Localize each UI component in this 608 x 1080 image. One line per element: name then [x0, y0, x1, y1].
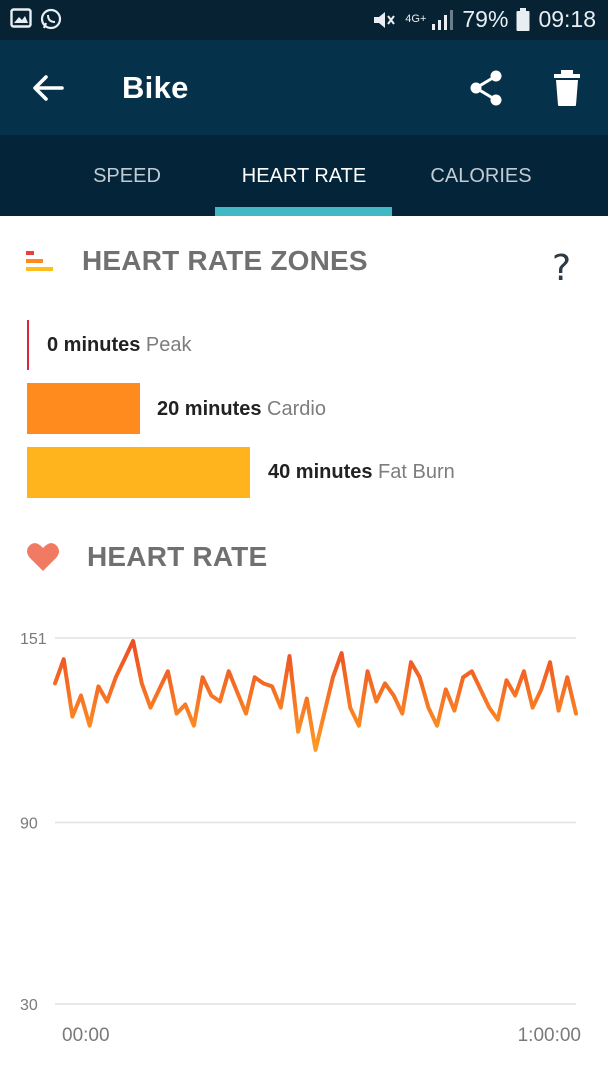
heart-icon [27, 543, 59, 571]
battery-percent: 79% [462, 6, 509, 32]
y-tick-label: 151 [20, 631, 47, 648]
zone-cardio-value: 20 minutes [157, 398, 262, 420]
back-arrow-icon[interactable] [28, 68, 68, 108]
battery-icon [516, 7, 530, 31]
share-icon[interactable] [466, 68, 506, 108]
zone-fat-burn-label: Fat Burn [378, 461, 455, 483]
status-right: 4G+ 79% 09:18 [371, 6, 596, 33]
clock: 09:18 [538, 6, 596, 32]
tab-speed[interactable]: SPEED [93, 165, 161, 187]
app-bar: Bike [0, 40, 608, 135]
tab-calories[interactable]: CALORIES [430, 165, 532, 187]
x-tick-label: 1:00:00 [518, 1025, 581, 1046]
heart-rate-chart: 151 90 30 00:00 1:00:00 [20, 631, 581, 1046]
mute-icon [374, 11, 396, 28]
tab-bar: SPEED HEART RATE CALORIES [0, 135, 608, 216]
zone-cardio-label: Cardio [267, 398, 326, 420]
active-tab-indicator [215, 207, 392, 216]
tab-heart-rate[interactable]: HEART RATE [241, 165, 367, 187]
zones-icon [26, 251, 53, 271]
y-tick-label: 30 [20, 997, 38, 1014]
status-bar: 4G+ 79% 09:18 [0, 0, 608, 40]
network-type: 4G+ [405, 13, 427, 25]
help-icon[interactable]: ? [552, 248, 572, 289]
page-title: Bike [122, 70, 189, 105]
gallery-icon [10, 8, 32, 28]
zone-fat-burn-text: 40 minutes Fat Burn [268, 461, 455, 484]
zone-fat-burn-value: 40 minutes [268, 461, 373, 483]
zone-cardio-text: 20 minutes Cardio [157, 398, 326, 421]
zone-bar-fat-burn [27, 447, 250, 498]
zone-peak-label: Peak [145, 334, 192, 356]
zone-bar-cardio [27, 383, 140, 434]
zones-title: HEART RATE ZONES [82, 245, 368, 276]
x-tick-label: 00:00 [62, 1025, 110, 1046]
whatsapp-icon [40, 8, 62, 30]
y-tick-label: 90 [20, 816, 38, 833]
zone-bar-peak [27, 320, 29, 370]
heart-rate-title: HEART RATE [87, 541, 268, 572]
signal-icon [432, 9, 454, 30]
heart-rate-line [53, 639, 578, 752]
zone-peak-value: 0 minutes [47, 334, 141, 356]
status-left [10, 8, 62, 30]
zone-peak-text: 0 minutes Peak [47, 334, 192, 357]
trash-icon[interactable] [550, 68, 584, 108]
